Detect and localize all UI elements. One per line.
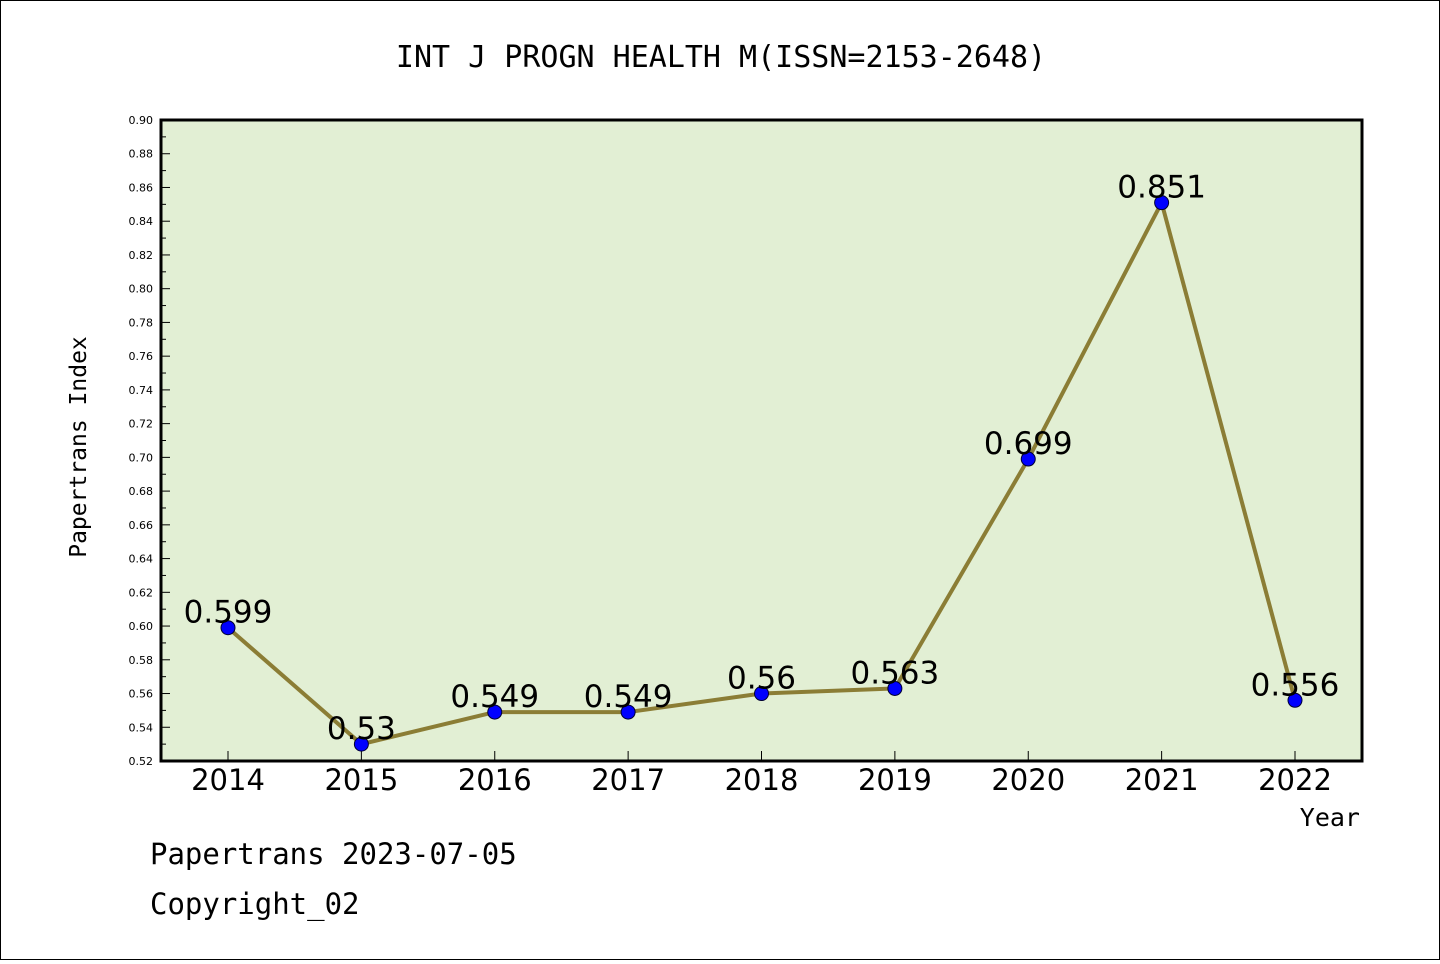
- y-axis-label: Papertrans Index: [66, 336, 92, 558]
- x-tick-label: 2015: [324, 763, 398, 797]
- data-label: 0.599: [184, 595, 273, 631]
- x-tick-label: 2019: [858, 763, 932, 797]
- x-tick-label: 2021: [1125, 763, 1199, 797]
- footer-date: Papertrans 2023-07-05: [150, 837, 517, 871]
- footer-copyright: Copyright_02: [150, 887, 360, 922]
- chart-title: INT J PROGN HEALTH M(ISSN=2153-2648): [396, 40, 1046, 75]
- x-tick-label: 2018: [725, 763, 799, 797]
- plot-area: [159, 118, 1364, 763]
- data-point: [487, 704, 503, 720]
- y-tick-label: 0.80: [129, 283, 154, 296]
- x-tick-label: 2014: [191, 763, 265, 797]
- x-axis-label: Year: [1300, 803, 1360, 832]
- y-tick-label: 0.88: [129, 148, 154, 161]
- data-point: [220, 620, 236, 636]
- series-layer: 0.599 0.53 0.549 0.549 0.56 0.563 0.699 0.851 0.…: [184, 170, 1340, 752]
- y-tick-label: 0.84: [129, 215, 154, 228]
- y-tick-label: 0.74: [129, 384, 154, 397]
- data-label: 0.851: [1117, 170, 1206, 206]
- x-tick-label: 2016: [458, 763, 532, 797]
- x-tick-label: 2020: [991, 763, 1065, 797]
- y-tick-label: 0.52: [129, 755, 154, 768]
- y-axis: 0.52 0.54 0.56 0.58 0.60 0.62 0.64 0.66 0.68 0.70…: [129, 114, 170, 768]
- x-tick-label: 2017: [591, 763, 665, 797]
- y-tick-label: 0.76: [129, 350, 154, 363]
- data-point: [620, 704, 636, 720]
- data-point: [887, 680, 903, 696]
- data-label: 0.699: [984, 426, 1073, 462]
- y-tick-label: 0.70: [129, 451, 154, 464]
- y-tick-label: 0.54: [129, 721, 154, 734]
- data-point: [1287, 692, 1303, 708]
- y-tick-label: 0.66: [129, 519, 154, 532]
- y-tick-label: 0.72: [129, 418, 154, 431]
- data-label: 0.549: [450, 679, 539, 715]
- data-label: 0.549: [584, 679, 673, 715]
- y-tick-label: 0.86: [129, 181, 154, 194]
- y-tick-label: 0.56: [129, 688, 154, 701]
- data-label: 0.53: [327, 711, 396, 747]
- y-tick-label: 0.68: [129, 485, 154, 498]
- y-tick-label: 0.90: [129, 114, 154, 127]
- data-label: 0.556: [1251, 667, 1340, 703]
- y-tick-label: 0.82: [129, 249, 154, 262]
- data-label: 0.56: [727, 661, 796, 697]
- data-point: [754, 686, 769, 702]
- y-tick-label: 0.60: [129, 620, 154, 633]
- x-tick-label: 2022: [1258, 763, 1332, 797]
- data-point: [1154, 195, 1170, 211]
- data-point: [1020, 451, 1036, 467]
- y-tick-label: 0.64: [129, 553, 154, 566]
- data-point: [353, 736, 369, 752]
- y-tick-label: 0.58: [129, 654, 154, 667]
- data-label: 0.563: [851, 655, 940, 691]
- y-tick-label: 0.78: [129, 316, 154, 329]
- y-tick-label: 0.62: [129, 586, 154, 599]
- x-axis: 2014 2015 2016 2017 2018 2019 2020 2021 2022: [191, 751, 1332, 797]
